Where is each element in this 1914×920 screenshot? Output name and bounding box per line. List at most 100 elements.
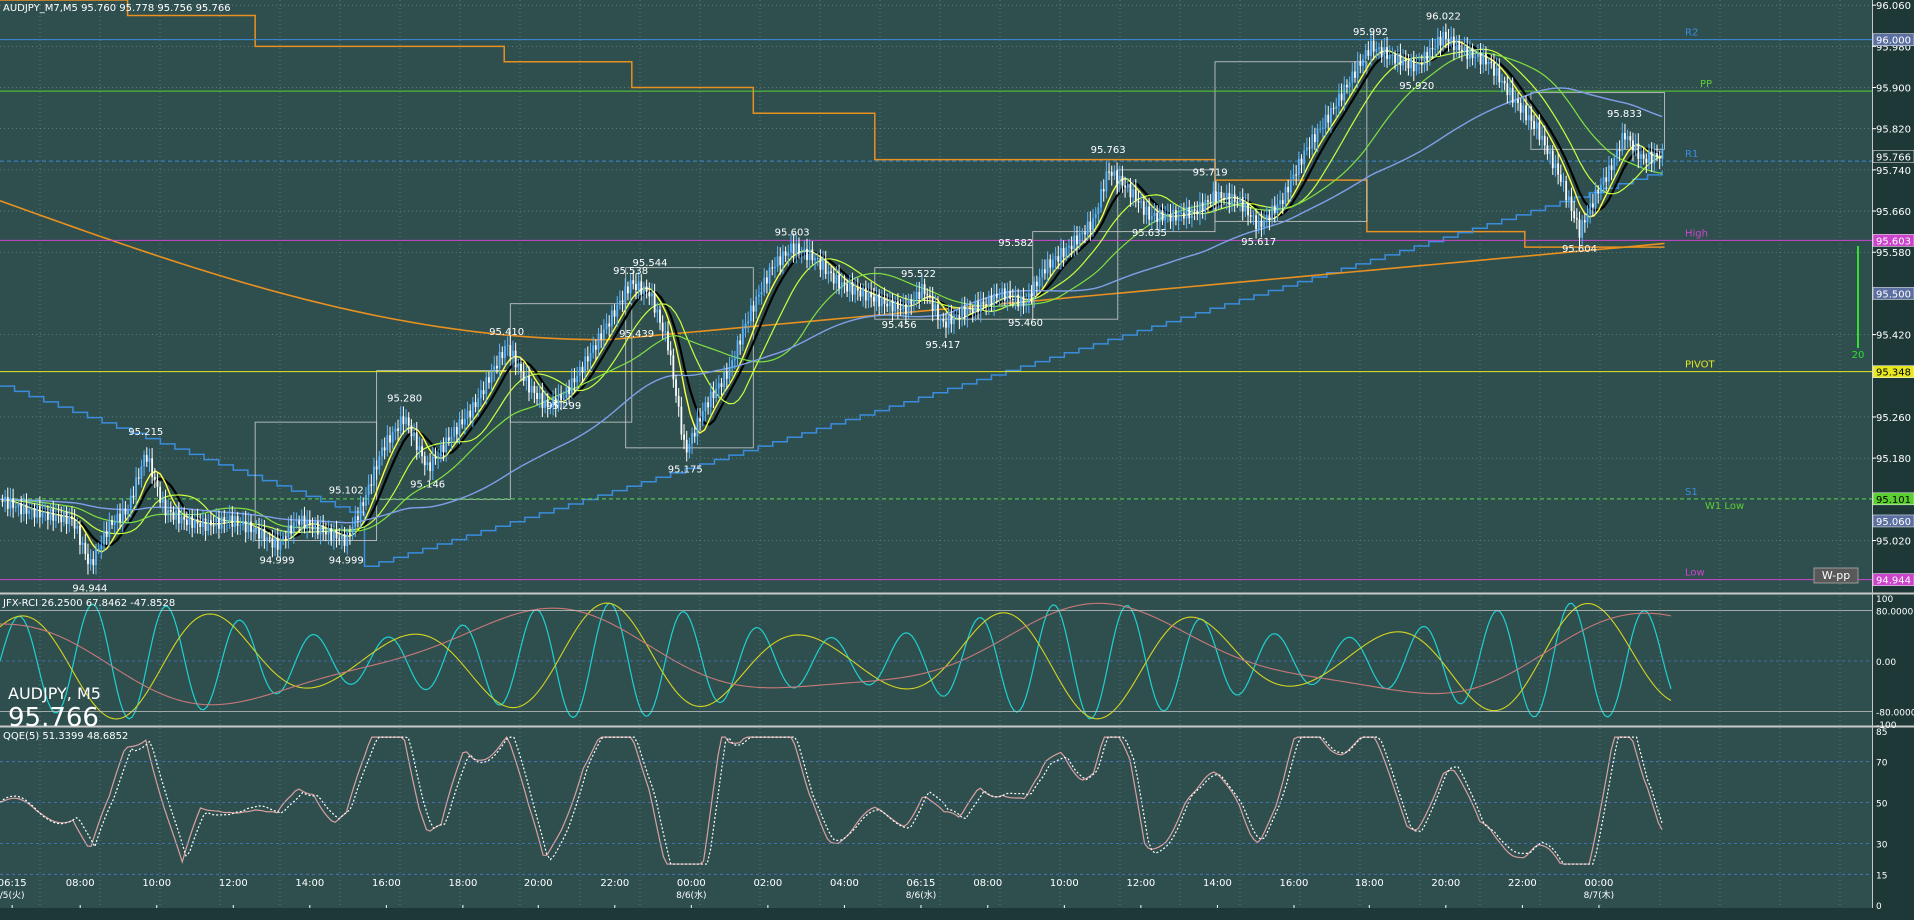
candle-body	[1546, 145, 1549, 155]
candle-body	[1057, 256, 1060, 262]
candle-body	[856, 287, 859, 291]
candle-body	[979, 301, 982, 313]
price-annotation: 95.280	[387, 394, 422, 405]
candle-body	[244, 521, 247, 533]
candle-body	[1308, 147, 1311, 149]
candle-body	[135, 477, 137, 498]
candle-body	[145, 455, 148, 462]
candle-body	[896, 301, 899, 309]
price-tick-label: 95.660	[1876, 207, 1911, 218]
candle-body	[81, 542, 84, 545]
candle-body	[1134, 189, 1137, 202]
candle-body	[1650, 152, 1653, 164]
candle-body	[525, 376, 528, 381]
candle-body	[132, 495, 135, 498]
candle-body	[263, 528, 266, 542]
candle-body	[68, 516, 71, 525]
candle-body	[766, 277, 768, 284]
price-tag-label: 96.000	[1876, 36, 1911, 47]
candle-body	[1132, 189, 1135, 198]
candle-body	[1265, 214, 1268, 221]
main-pane[interactable]	[0, 0, 1872, 592]
candle-body	[846, 284, 848, 292]
candle-body	[266, 537, 268, 542]
candle-body	[1613, 157, 1616, 171]
candle-body	[1121, 175, 1124, 186]
candle-body	[202, 518, 204, 528]
candle-body	[651, 293, 653, 297]
candle-body	[1616, 149, 1618, 158]
candle-body	[969, 307, 971, 310]
rci-tick-label: 100	[1876, 595, 1893, 605]
candle-body	[255, 527, 258, 530]
candle-body	[1287, 186, 1290, 193]
candle-body	[437, 456, 440, 459]
wpp-badge[interactable]	[1813, 567, 1859, 584]
candle-body	[1255, 215, 1257, 229]
candle-body	[458, 419, 461, 435]
candle-body	[1570, 196, 1573, 212]
candles	[1, 23, 1664, 575]
candle-body	[148, 458, 151, 462]
level-label: High	[1685, 228, 1708, 239]
candle-body	[827, 271, 830, 275]
price-tick-label: 95.260	[1876, 413, 1911, 424]
big-price: 95.766	[8, 703, 99, 733]
candle-body	[1100, 189, 1102, 208]
candle-body	[1450, 36, 1453, 43]
candle-body	[496, 365, 498, 369]
candle-body	[49, 509, 52, 520]
range-marker-label: 20	[1852, 350, 1865, 361]
candle-body	[792, 243, 795, 254]
candle-body	[1428, 48, 1431, 61]
candle-body	[782, 251, 784, 266]
candle-body	[701, 411, 704, 422]
candle-body	[375, 466, 378, 470]
candle-body	[57, 514, 60, 516]
candle-body	[284, 536, 287, 540]
candle-body	[774, 266, 776, 269]
candle-body	[1145, 206, 1148, 215]
candle-body	[343, 533, 346, 546]
candle-body	[413, 432, 415, 437]
candle-body	[910, 299, 913, 305]
candle-body	[664, 331, 667, 333]
candle-body	[546, 400, 549, 408]
candle-body	[1271, 205, 1274, 221]
candle-body	[731, 360, 734, 368]
candle-body	[1233, 194, 1236, 202]
candle-body	[1599, 184, 1602, 194]
candle-body	[1220, 192, 1223, 199]
candle-body	[1330, 108, 1332, 123]
qqe-pane[interactable]	[0, 728, 1872, 908]
candle-body	[1025, 303, 1028, 306]
candle-body	[1038, 277, 1041, 287]
candle-body	[17, 503, 20, 507]
candle-body	[349, 532, 351, 536]
candle-body	[1624, 133, 1626, 140]
candle-body	[1498, 67, 1501, 83]
candle-body	[1201, 202, 1204, 212]
price-annotation: 96.022	[1426, 12, 1461, 23]
candle-body	[1519, 102, 1522, 113]
candle-body	[367, 484, 370, 495]
price-annotation: 95.146	[410, 480, 445, 491]
candle-body	[1543, 135, 1546, 146]
candle-body	[995, 293, 998, 298]
candle-body	[164, 499, 167, 516]
candle-body	[581, 366, 584, 373]
candle-body	[12, 498, 15, 508]
candle-body	[597, 333, 600, 350]
rci-line-2	[0, 602, 1672, 706]
candle-body	[1260, 220, 1263, 228]
candle-body	[223, 516, 226, 524]
candle-body	[1554, 163, 1557, 169]
rci-pane[interactable]	[0, 595, 1872, 725]
candle-body	[907, 299, 910, 315]
candle-body	[522, 371, 525, 381]
time-tick-label: 00:00	[1585, 878, 1614, 889]
candle-body	[1217, 192, 1220, 202]
candle-body	[1410, 58, 1413, 69]
candle-body	[1313, 134, 1316, 143]
